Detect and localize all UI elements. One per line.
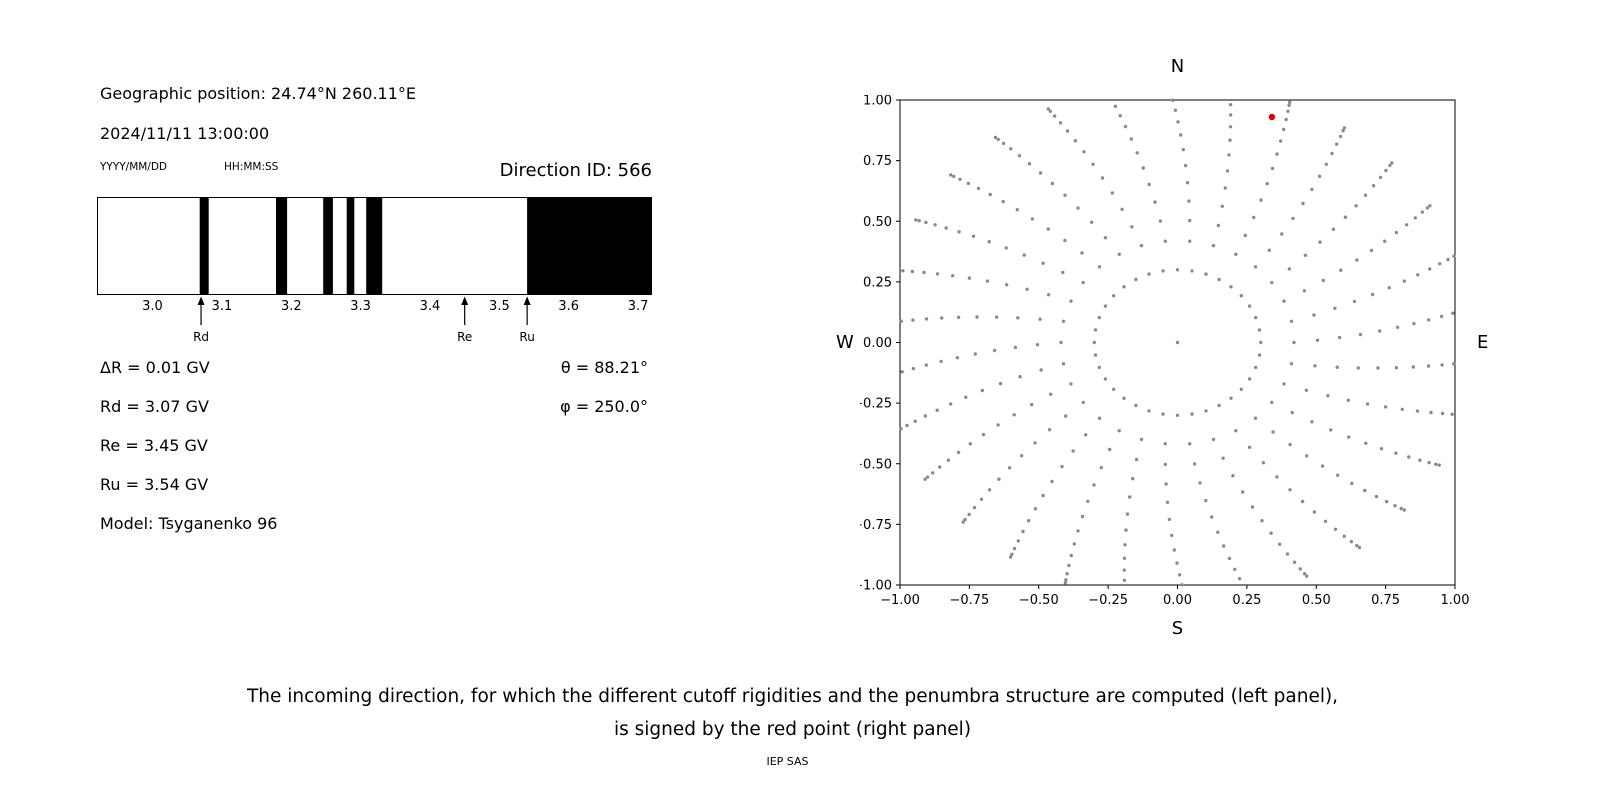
theta-value: θ = 88.21° [560, 358, 648, 377]
compass-south-label: S [1171, 618, 1184, 639]
svg-text:Rd: Rd [193, 330, 209, 344]
svg-text:−0.75: −0.75 [860, 518, 892, 533]
credit-label: IEP SAS [766, 755, 809, 768]
svg-text:0.25: 0.25 [1232, 593, 1261, 608]
geographic-position-label: Geographic position: 24.74°N 260.11°E [100, 84, 416, 103]
svg-text:−0.25: −0.25 [860, 397, 892, 412]
svg-text:Re: Re [457, 330, 472, 344]
svg-text:−0.75: −0.75 [949, 593, 989, 608]
model-label: Model: Tsyganenko 96 [100, 514, 278, 533]
svg-text:3.7: 3.7 [628, 299, 649, 314]
compass-north-label: N [1170, 56, 1185, 77]
svg-text:0.25: 0.25 [863, 275, 892, 290]
svg-text:−0.50: −0.50 [860, 457, 892, 472]
date-format-label: YYYY/MM/DD [100, 161, 168, 173]
rd-value: Rd = 3.07 GV [100, 397, 209, 416]
svg-text:1.00: 1.00 [1441, 593, 1470, 608]
svg-text:−1.00: −1.00 [860, 579, 892, 594]
penumbra-chart: 3.0 3.1 3.2 3.3 3.4 3.5 3.6 3.7 Rd Re Ru [97, 197, 652, 344]
svg-text:3.6: 3.6 [558, 299, 579, 314]
direction-angles: θ = 88.21° φ = 250.0° [97, 348, 648, 426]
svg-text:0.50: 0.50 [863, 215, 892, 230]
svg-text:0.50: 0.50 [1302, 593, 1331, 608]
svg-text:0.00: 0.00 [863, 336, 892, 351]
svg-text:3.1: 3.1 [212, 299, 233, 314]
direction-map-chart: −1.00 −0.75 −0.50 −0.25 0.00 0.25 0.50 0.75 1.00… [860, 95, 1470, 608]
compass-east-label: E [1477, 332, 1489, 353]
svg-text:Ru: Ru [519, 330, 534, 344]
caption-line-1: The incoming direction, for which the di… [246, 686, 1339, 707]
rigidity-params: ΔR = 0.01 GV Rd = 3.07 GV Re = 3.45 GV R… [100, 348, 277, 543]
ru-value: Ru = 3.54 GV [100, 475, 209, 494]
svg-text:3.0: 3.0 [142, 299, 163, 314]
svg-text:3.5: 3.5 [489, 299, 510, 314]
time-format-label: HH:MM:SS [224, 161, 279, 173]
svg-text:3.3: 3.3 [350, 299, 371, 314]
datetime-label: 2024/11/11 13:00:00 [100, 124, 270, 143]
svg-text:0.75: 0.75 [863, 154, 892, 169]
svg-text:0.75: 0.75 [1371, 593, 1400, 608]
svg-text:−1.00: −1.00 [880, 593, 920, 608]
svg-text:1.00: 1.00 [863, 95, 892, 109]
svg-text:0.00: 0.00 [1163, 593, 1192, 608]
delta-r-value: ΔR = 0.01 GV [100, 358, 210, 377]
re-value: Re = 3.45 GV [100, 436, 208, 455]
caption-line-2: is signed by the red point (right panel) [613, 719, 972, 740]
svg-text:−0.50: −0.50 [1019, 593, 1059, 608]
compass-west-label: W [836, 332, 854, 353]
svg-text:3.2: 3.2 [281, 299, 302, 314]
phi-value: φ = 250.0° [560, 397, 648, 416]
svg-text:3.4: 3.4 [420, 299, 441, 314]
direction-id-label: Direction ID: 566 [499, 160, 652, 181]
datetime-format-labels: YYYY/MM/DD HH:MM:SS [100, 161, 278, 173]
svg-text:−0.25: −0.25 [1088, 593, 1128, 608]
